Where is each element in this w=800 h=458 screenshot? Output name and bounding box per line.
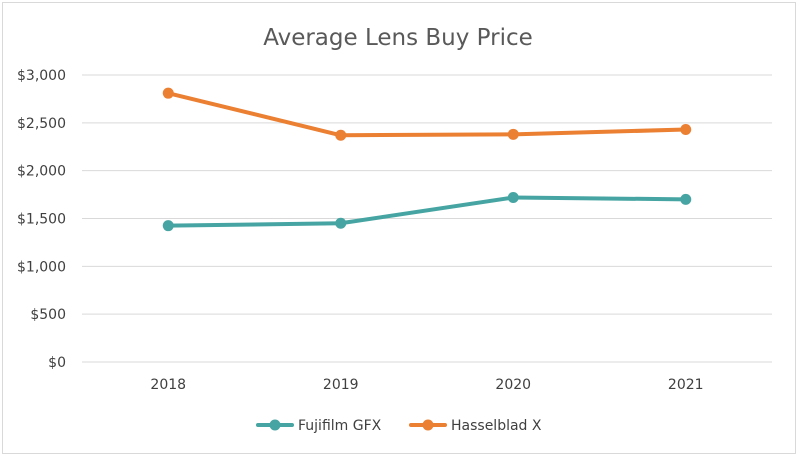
- x-tick-label: 2020: [495, 377, 531, 393]
- y-tick-label: $1,000: [17, 259, 66, 275]
- y-tick-label: $0: [48, 355, 66, 371]
- data-point: [680, 124, 692, 136]
- chart-frame: [2, 2, 796, 454]
- data-point: [162, 220, 174, 232]
- legend-entry: Fujifilm GFX: [256, 418, 382, 434]
- series-line: [166, 195, 688, 228]
- chart-title: Average Lens Buy Price: [263, 25, 533, 51]
- data-point: [335, 217, 347, 229]
- y-tick-label: $1,500: [17, 212, 66, 228]
- series-hasselblad-x: [162, 87, 692, 141]
- legend-label: Fujifilm GFX: [298, 418, 382, 434]
- legend-swatch-marker: [269, 419, 281, 431]
- x-axis-labels: 2018 2019 2020 2021: [150, 377, 703, 393]
- y-tick-label: $500: [30, 307, 66, 323]
- y-tick-label: $2,500: [17, 116, 66, 132]
- gridlines: [82, 74, 772, 363]
- legend-swatch-marker: [422, 419, 434, 431]
- y-tick-label: $2,000: [17, 164, 66, 180]
- legend: Fujifilm GFX Hasselblad X: [256, 418, 542, 434]
- series-layer: [162, 87, 692, 232]
- data-point: [335, 129, 347, 141]
- x-tick-label: 2018: [150, 377, 186, 393]
- data-point: [680, 193, 692, 205]
- data-point: [507, 128, 519, 140]
- x-tick-label: 2021: [668, 377, 704, 393]
- series-line: [166, 91, 688, 138]
- legend-entry: Hasselblad X: [409, 418, 542, 434]
- x-tick-label: 2019: [323, 377, 359, 393]
- legend-label: Hasselblad X: [451, 418, 542, 434]
- data-point: [162, 87, 174, 99]
- series-fujifilm-gfx: [162, 191, 692, 232]
- y-tick-label: $3,000: [17, 68, 66, 84]
- data-point: [507, 191, 519, 203]
- y-axis-labels: $0 $500 $1,000 $1,500 $2,000 $2,500 $3,000: [17, 68, 66, 371]
